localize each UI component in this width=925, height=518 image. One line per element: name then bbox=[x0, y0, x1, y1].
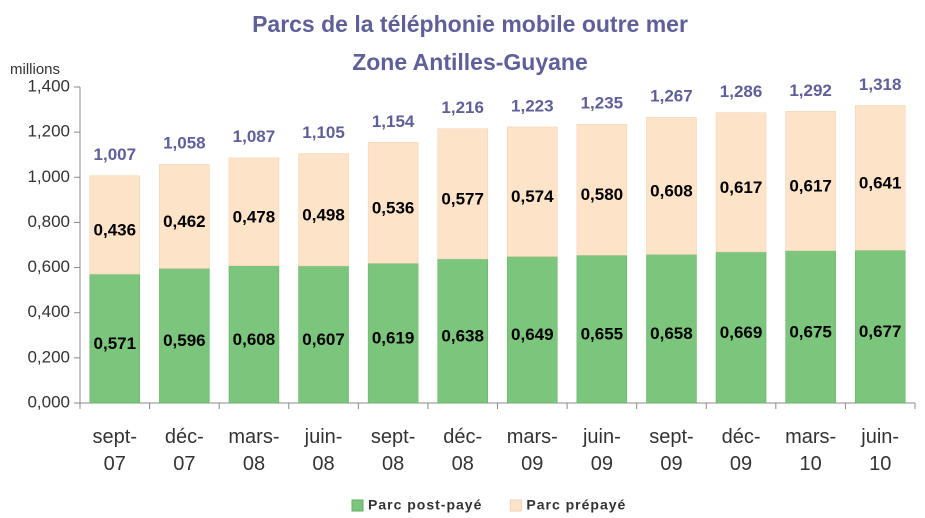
bar-segment bbox=[507, 126, 558, 257]
y-tick-label: 1,000 bbox=[27, 167, 70, 186]
legend-label: Parc post-payé bbox=[368, 497, 482, 513]
data-label: 0,608 bbox=[233, 330, 276, 349]
x-tick-label: juin-10 bbox=[861, 426, 900, 475]
bar-segment bbox=[646, 116, 697, 255]
chart-title: Parcs de la téléphonie mobile outre mer bbox=[252, 11, 688, 37]
bar-segment bbox=[646, 254, 697, 404]
data-label: 0,580 bbox=[581, 185, 624, 204]
x-tick-label: sept-09 bbox=[649, 426, 694, 475]
x-tick-label: juin-08 bbox=[304, 426, 343, 475]
x-tick-label: sept-08 bbox=[370, 426, 416, 475]
bar-segment bbox=[228, 157, 280, 267]
x-tick-label: mars-10 bbox=[785, 426, 837, 475]
y-tick-label: 0,800 bbox=[27, 212, 70, 231]
bar-segment bbox=[437, 258, 488, 404]
data-label: 0,669 bbox=[720, 323, 763, 342]
x-tick-label: mars-09 bbox=[506, 426, 558, 475]
bar-segment bbox=[89, 273, 141, 404]
data-label: 0,619 bbox=[372, 329, 415, 348]
data-label: 0,617 bbox=[720, 178, 763, 197]
data-label: 0,596 bbox=[163, 331, 206, 350]
y-tick-label: 0,200 bbox=[27, 347, 70, 366]
data-label: 0,498 bbox=[302, 205, 345, 224]
y-tick-label: 0,400 bbox=[27, 302, 70, 321]
total-label: 1,216 bbox=[441, 98, 484, 117]
bar-segment bbox=[576, 123, 628, 256]
data-label: 0,462 bbox=[163, 212, 206, 231]
total-label: 1,267 bbox=[650, 87, 693, 106]
bar-segment bbox=[437, 128, 488, 260]
y-tick-label: 1,400 bbox=[27, 76, 70, 95]
legend-label: Parc prépayé bbox=[526, 497, 626, 513]
x-tick-label: sept-07 bbox=[92, 426, 138, 475]
data-label: 0,655 bbox=[581, 325, 624, 344]
bar-segment bbox=[715, 112, 767, 253]
x-tick-label: mars-08 bbox=[228, 426, 280, 475]
data-label: 0,574 bbox=[511, 187, 554, 206]
data-label: 0,617 bbox=[789, 176, 832, 195]
bar-segment bbox=[854, 249, 906, 404]
x-tick-label: juin-09 bbox=[582, 426, 621, 475]
data-label: 0,649 bbox=[511, 325, 554, 344]
data-label: 0,638 bbox=[441, 326, 484, 345]
data-label: 0,536 bbox=[372, 198, 415, 217]
bar-segment bbox=[228, 265, 280, 404]
x-tick-label: déc-08 bbox=[443, 426, 483, 475]
bar-segment bbox=[854, 105, 906, 251]
legend-swatch bbox=[509, 499, 522, 512]
total-label: 1,087 bbox=[233, 127, 276, 146]
bar-segment bbox=[367, 142, 419, 264]
data-label: 0,607 bbox=[302, 330, 345, 349]
bar-segment bbox=[298, 153, 349, 267]
data-label: 0,608 bbox=[650, 181, 693, 200]
y-tick-label: 1,200 bbox=[27, 122, 70, 141]
bar-segment bbox=[298, 265, 349, 404]
chart-subtitle: Zone Antilles-Guyane bbox=[352, 49, 588, 75]
y-tick-label: 0,600 bbox=[27, 257, 70, 276]
data-label: 0,436 bbox=[94, 220, 137, 239]
total-label: 1,105 bbox=[302, 123, 345, 142]
bar-segment bbox=[159, 268, 210, 404]
data-label: 0,641 bbox=[859, 173, 902, 192]
data-label: 0,478 bbox=[233, 207, 276, 226]
data-label: 0,658 bbox=[650, 324, 693, 343]
bar-segment bbox=[785, 250, 836, 404]
data-label: 0,677 bbox=[859, 322, 902, 341]
y-tick-label: 0,000 bbox=[27, 392, 70, 411]
bar-segment bbox=[159, 163, 210, 269]
bar-segment bbox=[89, 175, 141, 275]
total-label: 1,058 bbox=[163, 134, 206, 153]
y-axis-label: millions bbox=[10, 61, 60, 78]
data-label: 0,577 bbox=[441, 189, 484, 208]
x-tick-label: déc-09 bbox=[721, 426, 761, 475]
data-label: 0,571 bbox=[94, 334, 137, 353]
total-label: 1,292 bbox=[789, 81, 832, 100]
bar-segment bbox=[367, 263, 419, 404]
total-label: 1,235 bbox=[581, 94, 624, 113]
total-label: 1,154 bbox=[372, 112, 415, 131]
bar-segment bbox=[785, 111, 836, 251]
total-label: 1,223 bbox=[511, 96, 554, 115]
data-label: 0,675 bbox=[789, 322, 832, 341]
legend-swatch bbox=[351, 499, 364, 512]
total-label: 1,007 bbox=[94, 145, 137, 164]
x-tick-label: déc-07 bbox=[164, 426, 204, 475]
total-label: 1,286 bbox=[720, 82, 763, 101]
bar-segment bbox=[507, 256, 558, 404]
total-label: 1,318 bbox=[859, 75, 902, 94]
